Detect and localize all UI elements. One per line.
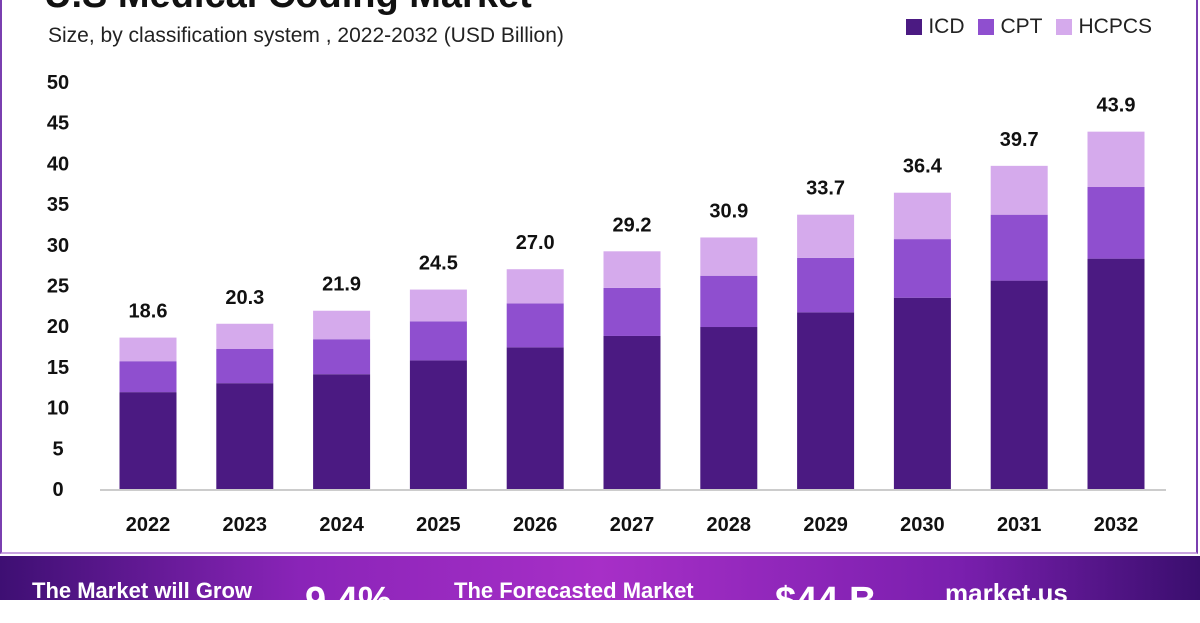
x-tick-label: 2029 xyxy=(803,514,848,536)
bar-segment-icd xyxy=(409,360,467,489)
y-tick-label: 0 xyxy=(52,479,63,501)
bar-segment-icd xyxy=(700,327,758,489)
x-tick-label: 2026 xyxy=(513,514,558,536)
data-label-total: 21.9 xyxy=(322,274,361,296)
data-label-total: 20.3 xyxy=(225,287,264,309)
bar-segment-cpt xyxy=(313,339,371,375)
legend-item-icd: ICD xyxy=(906,15,964,39)
bar-segment-cpt xyxy=(216,348,274,384)
bar-segment-hcpcs xyxy=(409,289,467,322)
y-tick-label: 45 xyxy=(47,113,69,135)
y-tick-label: 10 xyxy=(47,398,69,420)
bar-segment-icd xyxy=(1087,258,1145,489)
chart-title: U.S Medical Coding Market xyxy=(44,0,532,17)
bar-segment-cpt xyxy=(506,303,564,348)
x-tick-label: 2032 xyxy=(1094,514,1139,536)
y-tick-label: 20 xyxy=(47,316,69,338)
chart-frame xyxy=(0,0,1198,554)
forecast-label: The Forecasted Market xyxy=(454,578,694,603)
y-tick-label: 35 xyxy=(47,194,69,216)
bar-segment-cpt xyxy=(990,214,1048,281)
y-tick-label: 25 xyxy=(47,276,69,298)
data-label-total: 39.7 xyxy=(1000,129,1039,151)
bar-segment-icd xyxy=(990,280,1048,489)
bar-segment-hcpcs xyxy=(893,192,951,240)
footer-banner: The Market will Grow 9.4% The Forecasted… xyxy=(0,556,1200,622)
legend-item-cpt: CPT xyxy=(978,15,1042,39)
y-tick-label: 30 xyxy=(47,235,69,257)
legend-swatch-cpt xyxy=(978,19,995,35)
legend: ICD CPT HCPCS xyxy=(906,15,1152,39)
data-label-total: 29.2 xyxy=(613,214,652,236)
data-label-total: 43.9 xyxy=(1097,95,1136,117)
x-tick-label: 2025 xyxy=(416,514,461,536)
data-label-total: 24.5 xyxy=(419,253,458,275)
legend-label: HCPCS xyxy=(1078,15,1152,38)
bar-segment-cpt xyxy=(893,239,951,298)
bar-segment-cpt xyxy=(119,361,177,393)
bar-segment-cpt xyxy=(409,321,467,361)
legend-label: CPT xyxy=(1000,15,1043,38)
bar-segment-hcpcs xyxy=(797,214,855,258)
cagr-value: 9.4% xyxy=(305,580,392,622)
x-tick-label: 2022 xyxy=(126,514,171,536)
y-tick-label: 40 xyxy=(47,153,69,175)
bar-segment-icd xyxy=(893,297,951,489)
chart-subtitle: Size, by classification system , 2022-20… xyxy=(48,24,564,47)
bar-segment-hcpcs xyxy=(1087,131,1145,188)
x-tick-label: 2023 xyxy=(223,514,268,536)
legend-item-hcpcs: HCPCS xyxy=(1056,15,1152,39)
bar-segment-hcpcs xyxy=(700,237,758,276)
legend-label: ICD xyxy=(928,15,965,38)
bar-segment-cpt xyxy=(700,275,758,328)
legend-swatch-hcpcs xyxy=(1056,19,1073,35)
x-tick-label: 2031 xyxy=(997,514,1042,536)
bar-segment-hcpcs xyxy=(216,323,274,349)
bar-segment-icd xyxy=(119,392,177,489)
bar-segment-hcpcs xyxy=(506,269,564,304)
data-label-total: 27.0 xyxy=(516,232,555,254)
bar-segment-icd xyxy=(216,383,274,489)
data-label-total: 18.6 xyxy=(129,301,168,323)
forecast-value: $44 B xyxy=(775,580,877,622)
data-label-total: 36.4 xyxy=(903,156,943,178)
bar-segment-hcpcs xyxy=(603,251,661,288)
bar-segment-cpt xyxy=(603,287,661,336)
x-tick-label: 2028 xyxy=(707,514,752,536)
bar-segment-hcpcs xyxy=(313,310,371,340)
data-label-total: 33.7 xyxy=(806,178,845,200)
y-tick-label: 15 xyxy=(47,357,69,379)
bar-chart: 0510152025303540455018.6202220.3202321.9… xyxy=(47,72,1166,536)
bar-segment-icd xyxy=(313,374,371,489)
bar-segment-icd xyxy=(603,335,661,489)
brand-logo: market.us xyxy=(945,578,1068,608)
bar-segment-hcpcs xyxy=(990,165,1048,215)
y-tick-label: 5 xyxy=(52,438,63,460)
x-tick-label: 2030 xyxy=(900,514,945,536)
bar-segment-cpt xyxy=(797,257,855,313)
x-tick-label: 2027 xyxy=(610,514,655,536)
legend-swatch-icd xyxy=(906,19,923,35)
y-tick-label: 50 xyxy=(47,72,69,94)
grow-label: The Market will Grow xyxy=(32,578,253,603)
bar-segment-hcpcs xyxy=(119,337,177,362)
bar-segment-icd xyxy=(797,312,855,489)
data-label-total: 30.9 xyxy=(709,200,748,222)
bar-segment-cpt xyxy=(1087,187,1145,259)
x-tick-label: 2024 xyxy=(319,514,364,536)
bar-segment-icd xyxy=(506,347,564,489)
